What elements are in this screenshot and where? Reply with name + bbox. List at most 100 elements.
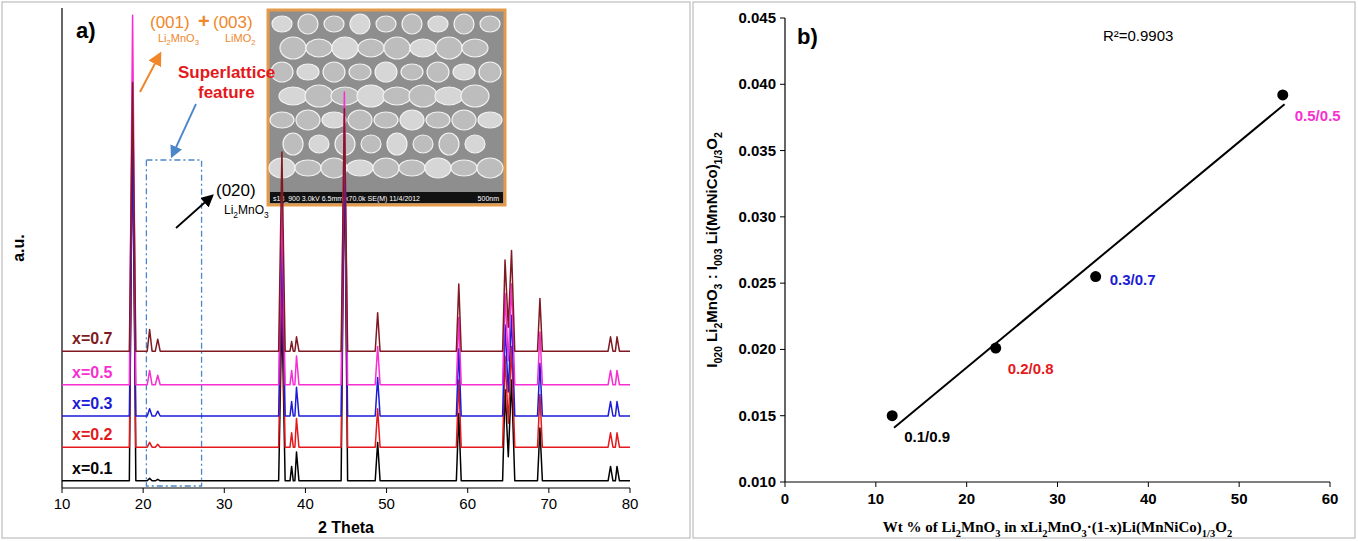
inset-grain xyxy=(413,135,433,153)
y-tick-label: 0.040 xyxy=(738,75,776,92)
text-part: 2 xyxy=(712,132,724,138)
inset-grain xyxy=(410,39,436,57)
x-tick xyxy=(1239,482,1240,487)
inset-grain xyxy=(323,62,345,82)
x-tick-label: 40 xyxy=(1140,490,1157,507)
inset-grain xyxy=(425,158,451,178)
point-label: 0.5/0.5 xyxy=(1295,107,1341,124)
inset-grain xyxy=(270,112,294,128)
series-label: x=0.5 xyxy=(72,364,113,381)
inset-grain xyxy=(479,62,501,82)
point-label: 0.2/0.8 xyxy=(1008,360,1054,377)
x-tick xyxy=(386,488,387,493)
annotation: Superlatticefeature xyxy=(178,63,275,102)
annotation: + xyxy=(198,10,210,32)
inset-grain xyxy=(409,85,437,107)
inset-grain xyxy=(305,85,333,107)
x-tick xyxy=(1148,482,1149,487)
inset-grain xyxy=(426,112,450,128)
panel-frame xyxy=(693,2,1355,538)
y-tick xyxy=(780,349,785,350)
x-tick-label: 20 xyxy=(958,490,975,507)
x-tick-label: 60 xyxy=(459,495,476,512)
inset-grain xyxy=(348,110,372,130)
inset-grain xyxy=(306,39,332,57)
point xyxy=(990,343,1001,354)
text-part: 3 xyxy=(264,210,269,220)
point xyxy=(887,410,898,421)
text-part: Wt % of Li xyxy=(883,519,956,535)
text-part: MnO xyxy=(703,289,720,323)
annotation: (020) xyxy=(216,181,256,200)
x-axis xyxy=(62,487,630,488)
x-tick xyxy=(548,488,549,493)
inset-grain xyxy=(387,133,407,155)
point-label: 0.1/0.9 xyxy=(904,428,950,445)
x-tick xyxy=(630,488,631,493)
inset-grain xyxy=(465,135,485,153)
y-axis-title: a.u. xyxy=(10,234,27,262)
annotation: LiMO2 xyxy=(225,32,256,47)
series-label: x=0.7 xyxy=(72,330,113,347)
x-tick-label: 70 xyxy=(541,495,558,512)
arrow xyxy=(176,196,212,228)
fit-line xyxy=(894,104,1285,427)
x-tick xyxy=(966,482,967,487)
y-tick xyxy=(780,216,785,217)
text-part: feature xyxy=(198,83,255,102)
inset-grain xyxy=(374,112,398,128)
xrd-trace xyxy=(62,15,630,385)
inset-grain xyxy=(402,14,422,34)
inset-grain xyxy=(332,37,358,59)
y-tick xyxy=(780,150,785,151)
inset-caption: s18_900 3.0kV 6.5mm x70.0k SE(M) 11/4/20… xyxy=(273,195,420,203)
x-tick xyxy=(143,488,144,493)
text-part: Li(MnNiCo) xyxy=(703,164,720,248)
inset-grain xyxy=(452,110,476,130)
annotation: R²=0.9903 xyxy=(1103,27,1173,44)
y-tick xyxy=(780,283,785,284)
text-part: 003 xyxy=(712,248,724,266)
x-tick-label: 50 xyxy=(1231,490,1248,507)
inset-grain xyxy=(401,64,423,80)
inset-grain xyxy=(361,135,381,153)
x-tick xyxy=(1330,482,1331,487)
text-part: MnO xyxy=(238,203,264,217)
y-tick-label: 0.025 xyxy=(738,274,776,291)
inset-grain xyxy=(451,160,477,176)
text-part: 3 xyxy=(195,38,199,47)
inset-grain xyxy=(439,133,459,155)
panel-label: a) xyxy=(76,18,96,43)
y-tick-label: 0.015 xyxy=(738,407,776,424)
text-part: ·(1-x)Li(MnNiCo) xyxy=(1087,519,1202,536)
y-tick-label: 0.010 xyxy=(738,473,776,490)
y-tick xyxy=(780,415,785,416)
inset-grain xyxy=(376,16,396,32)
inset-grain xyxy=(349,64,371,80)
annotation: (001) xyxy=(150,13,190,32)
x-tick-label: 10 xyxy=(867,490,884,507)
x-tick-label: 0 xyxy=(781,490,789,507)
y-tick xyxy=(780,84,785,85)
inset-grain xyxy=(400,110,424,130)
x-axis-title: 2 Theta xyxy=(318,519,374,536)
text-part: MnO xyxy=(171,32,195,44)
inset-grain xyxy=(350,14,370,34)
x-axis-title: Wt % of Li2MnO3 in xLi2MnO3·(1-x)Li(MnNi… xyxy=(883,519,1232,539)
text-part: 1/3 xyxy=(1202,528,1215,539)
inset-grain xyxy=(383,87,411,105)
arrow xyxy=(140,54,160,92)
inset-grain xyxy=(384,37,410,59)
inset-grain xyxy=(357,85,385,107)
inset-grain xyxy=(309,135,329,153)
inset-grain xyxy=(279,87,307,105)
x-tick-label: 80 xyxy=(622,495,639,512)
highlight-box xyxy=(146,160,201,486)
inset-grain xyxy=(280,37,306,59)
annotation: (003) xyxy=(213,13,253,32)
inset-grain xyxy=(461,85,489,107)
text-part: MnO xyxy=(1047,519,1081,535)
inset-grain xyxy=(477,158,503,178)
text-part: O xyxy=(1215,519,1227,535)
text-part: Li xyxy=(158,32,167,44)
